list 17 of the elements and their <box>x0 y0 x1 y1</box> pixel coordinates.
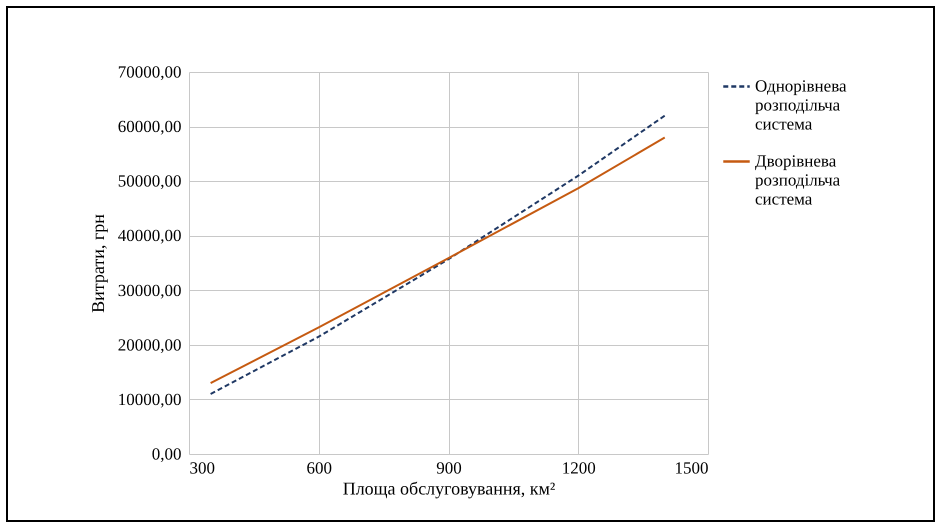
y-tick-label: 50000,00 <box>118 172 182 191</box>
y-tick-label: 70000,00 <box>118 62 182 82</box>
x-tick-label: 900 <box>436 458 462 478</box>
y-tick-label: 0,00 <box>152 444 182 464</box>
y-tick-label: 20000,00 <box>118 335 182 354</box>
x-tick-label: 300 <box>190 458 215 478</box>
y-tick-label: 60000,00 <box>118 117 182 136</box>
x-tick-label: 1200 <box>562 458 596 478</box>
y-tick-label: 40000,00 <box>118 226 182 246</box>
x-axis-title: Площа обслуговування, км² <box>342 478 556 498</box>
x-tick-label: 1500 <box>674 458 708 478</box>
y-axis-title: Витрати, грн <box>88 214 108 313</box>
y-tick-label: 30000,00 <box>118 280 182 300</box>
x-tick-label: 600 <box>306 458 332 478</box>
legend-label: Однорівнева розподільча система <box>755 76 847 134</box>
y-tick-label: 10000,00 <box>118 390 182 409</box>
legend-label: Дворівнева розподільча система <box>755 152 841 208</box>
